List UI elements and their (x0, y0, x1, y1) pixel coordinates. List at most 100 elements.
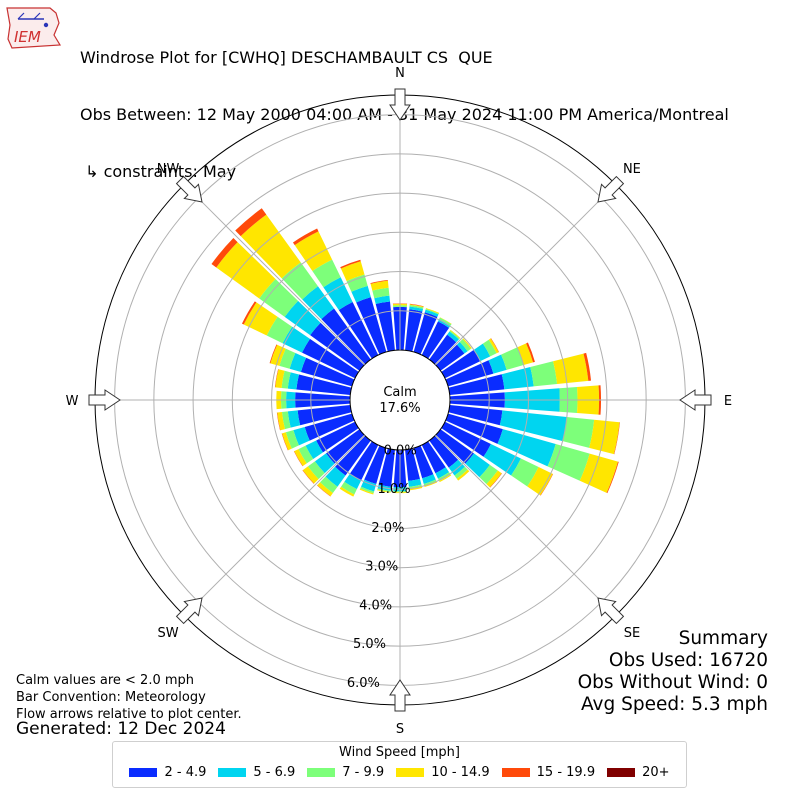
legend-swatch (396, 768, 425, 777)
generated-date: Generated: 12 Dec 2024 (16, 719, 226, 739)
grid-spoke-45 (435, 183, 617, 365)
bar-segment-dir330-bin1 (323, 277, 353, 310)
bar-segment-dir10-bin2 (409, 304, 424, 309)
bar-segment-dir250-bin4 (281, 433, 289, 451)
summary-box: Summary Obs Used: 16720 Obs Without Wind… (578, 628, 768, 716)
compass-label-sw: SW (158, 626, 179, 641)
bar-segment-dir300-bin3 (243, 302, 278, 336)
bar-segment-dir150-bin1 (435, 467, 450, 479)
bar-segment-dir340-bin4 (340, 259, 361, 269)
bar-segment-dir50-bin2 (459, 339, 471, 352)
bar-segment-dir340-bin2 (346, 274, 368, 292)
bar-segment-dir250-bin1 (293, 426, 310, 446)
compass-label-e: E (724, 394, 732, 409)
bar-segment-dir170-bin1 (408, 478, 422, 487)
grid-spoke-225 (183, 435, 365, 617)
radial-tick-label: 6.0% (347, 676, 380, 691)
bar-segment-dir320-bin1 (302, 286, 335, 320)
summary-heading: Summary (678, 628, 768, 649)
bar-segment-dir320-bin0 (321, 308, 371, 365)
radial-tick-label: 2.0% (371, 521, 404, 536)
bar-segment-dir220-bin4 (317, 485, 331, 497)
bar-segment-dir40-bin3 (450, 329, 461, 339)
legend-label: 10 - 14.9 (431, 765, 490, 780)
bar-segment-dir70-bin3 (517, 343, 534, 366)
bar-segment-dir350-bin1 (374, 295, 390, 304)
bar-segment-dir70-bin1 (488, 354, 507, 374)
bar-segment-dir350-bin0 (375, 301, 395, 352)
bar-segment-dir290-bin0 (300, 357, 355, 387)
note-calm: Calm values are < 2.0 mph (16, 673, 195, 688)
note-convention: Bar Convention: Meteorology (16, 690, 206, 705)
radial-tick-label: 3.0% (365, 560, 398, 575)
bar-segment-dir80-bin1 (501, 367, 534, 390)
logo-text: IEM (14, 28, 41, 46)
bar-segment-dir190-bin3 (377, 489, 391, 493)
bar-segment-dir350-bin3 (370, 280, 389, 291)
flow-arrow-icon (679, 389, 712, 411)
legend-item: 2 - 4.9 (129, 765, 206, 780)
flow-arrow-icon (389, 679, 411, 712)
bar-segment-dir350-bin2 (372, 287, 390, 299)
legend-item: 5 - 6.9 (218, 765, 295, 780)
bar-segment-dir200-bin0 (364, 445, 387, 484)
bar-segment-dir310-bin2 (259, 278, 299, 317)
legend-label: 20+ (642, 765, 670, 780)
bar-segment-dir20-bin2 (425, 308, 439, 315)
bar-segment-dir100-bin3 (589, 419, 620, 455)
iem-logo: IEM (4, 5, 64, 51)
bar-segment-dir120-bin1 (483, 443, 521, 476)
bar-segment-dir160-bin1 (422, 474, 436, 484)
bar-segment-dir260-bin4 (276, 412, 281, 431)
bar-segment-dir280-bin1 (287, 372, 300, 390)
plot-notes: Calm values are < 2.0 mph Bar Convention… (16, 672, 242, 723)
bar-segment-dir60-bin1 (473, 343, 491, 362)
bar-segment-dir160-bin2 (423, 479, 437, 486)
bar-segment-dir240-bin3 (294, 449, 307, 467)
bar-segment-dir340-bin1 (351, 285, 371, 303)
bar-segment-dir250-bin3 (282, 432, 292, 451)
bar-segment-dir240-bin0 (316, 421, 359, 453)
flow-arrow-icon (175, 175, 203, 203)
legend-label: 5 - 6.9 (253, 765, 296, 780)
bar-segment-dir60-bin2 (482, 339, 497, 357)
bar-segment-dir310-bin3 (216, 242, 276, 299)
legend-item: 20+ (607, 765, 670, 780)
bar-segment-dir240-bin4 (293, 451, 303, 467)
bar-segment-dir110-bin2 (547, 444, 590, 481)
bar-segment-dir140-bin2 (454, 466, 468, 479)
bar-segment-dir260-bin2 (281, 411, 291, 430)
bar-segment-dir30-bin2 (439, 317, 452, 326)
bar-segment-dir260-bin3 (277, 411, 285, 431)
calm-value: 17.6% (379, 401, 420, 416)
bar-segment-dir100-bin1 (499, 410, 567, 442)
compass-arrows (88, 88, 712, 712)
speed-legend: Wind Speed [mph] 2 - 4.9 5 - 6.9 7 - 9.9 10… (112, 741, 687, 788)
bar-segment-dir170-bin0 (405, 448, 420, 481)
bar-segment-dir130-bin2 (479, 464, 498, 485)
summary-avg-speed: Avg Speed: 5.3 mph (580, 694, 768, 715)
bar-segment-dir290-bin4 (269, 344, 278, 364)
bar-segment-dir40-bin1 (447, 331, 459, 343)
bar-segment-dir240-bin1 (305, 440, 323, 459)
summary-obs-used: Obs Used: 16720 (608, 650, 768, 671)
calm-label: Calm (383, 385, 416, 400)
bar-segment-dir170-bin2 (408, 484, 422, 489)
bar-segment-dir80-bin0 (448, 374, 505, 395)
compass-label-se: SE (624, 626, 640, 641)
bar-segment-dir120-bin2 (511, 458, 539, 487)
bar-segment-dir20-bin0 (413, 312, 438, 355)
compass-label-w: W (66, 394, 79, 409)
flow-arrow-icon (597, 175, 625, 203)
legend-title: Wind Speed [mph] (339, 745, 460, 760)
title-line-constraints: ↳ constraints: May (80, 162, 237, 181)
calm-circle (349, 349, 451, 451)
bar-segment-dir210-bin0 (349, 441, 379, 481)
title-line-station: Windrose Plot for [CWHQ] DESCHAMBAULT CS… (80, 48, 493, 67)
bar-segment-dir70-bin0 (445, 360, 494, 387)
bar-segment-dir300-bin4 (241, 301, 257, 325)
bar-segment-dir150-bin3 (439, 474, 452, 483)
bar-segment-dir310-bin0 (310, 322, 365, 371)
bar-segment-dir300-bin0 (302, 338, 359, 379)
